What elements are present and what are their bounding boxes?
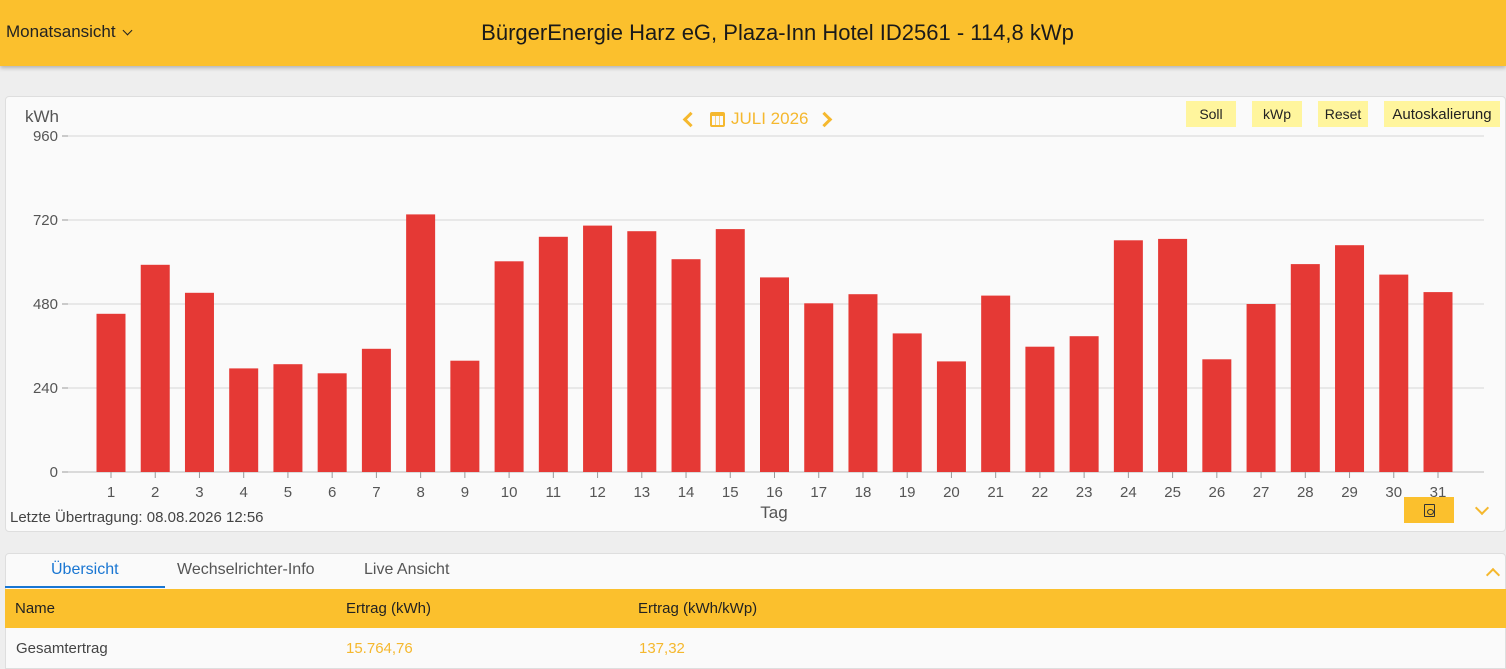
table-cell-name: Gesamtertrag xyxy=(16,640,108,657)
x-tick-label: 19 xyxy=(899,484,916,501)
pdf-icon xyxy=(1423,503,1435,517)
table-cell-ertrag-spez: 137,32 xyxy=(639,640,685,657)
month-label[interactable]: JULI 2026 xyxy=(731,109,809,128)
bar-day-10[interactable] xyxy=(494,261,524,472)
tab-uebersicht[interactable]: Übersicht xyxy=(51,561,119,578)
x-tick-label: 17 xyxy=(810,484,827,501)
y-tick-label: 960 xyxy=(33,128,58,145)
bar-day-12[interactable] xyxy=(583,225,613,472)
x-tick-label: 13 xyxy=(633,484,650,501)
bar-day-19[interactable] xyxy=(892,333,922,472)
active-tab-indicator xyxy=(5,586,165,588)
x-tick-label: 16 xyxy=(766,484,783,501)
x-tick-label: 14 xyxy=(678,484,695,501)
kwp-button[interactable]: kWp xyxy=(1252,101,1302,127)
x-tick-label: 27 xyxy=(1253,484,1270,501)
x-tick-label: 10 xyxy=(501,484,518,501)
y-tick-label: 240 xyxy=(33,380,58,397)
x-tick-label: 31 xyxy=(1430,484,1447,501)
page-title: BürgerEnergie Harz eG, Plaza-Inn Hotel I… xyxy=(481,20,1074,45)
bar-day-15[interactable] xyxy=(715,229,745,472)
x-tick-label: 23 xyxy=(1076,484,1093,501)
x-tick-label: 29 xyxy=(1341,484,1358,501)
bar-day-14[interactable] xyxy=(671,259,701,472)
x-tick-label: 20 xyxy=(943,484,960,501)
bar-day-28[interactable] xyxy=(1290,264,1320,472)
column-header-ertrag: Ertrag (kWh) xyxy=(346,600,432,617)
bar-day-13[interactable] xyxy=(627,231,657,472)
view-select-label: Monatsansicht xyxy=(6,22,116,41)
bar-day-27[interactable] xyxy=(1246,304,1276,472)
x-tick-label: 2 xyxy=(151,484,159,501)
x-tick-label: 3 xyxy=(195,484,203,501)
bar-day-16[interactable] xyxy=(760,277,789,472)
bar-day-26[interactable] xyxy=(1202,359,1232,472)
bar-day-2[interactable] xyxy=(140,264,170,472)
x-tick-label: 1 xyxy=(107,484,115,501)
bar-day-8[interactable] xyxy=(406,214,436,472)
calendar-icon xyxy=(710,111,725,127)
x-tick-label: 22 xyxy=(1032,484,1049,501)
x-tick-label: 8 xyxy=(416,484,424,501)
x-tick-label: 5 xyxy=(284,484,292,501)
y-tick-label: 720 xyxy=(33,212,58,229)
bar-day-21[interactable] xyxy=(981,295,1011,472)
bar-day-20[interactable] xyxy=(936,361,966,472)
x-tick-label: 18 xyxy=(855,484,872,501)
x-tick-label: 11 xyxy=(546,484,562,501)
x-tick-label: 12 xyxy=(589,484,606,501)
bar-day-23[interactable] xyxy=(1069,336,1099,472)
reset-button[interactable]: Reset xyxy=(1318,101,1368,127)
tab-live-ansicht[interactable]: Live Ansicht xyxy=(364,561,450,578)
last-transfer-text: Letzte Übertragung: 08.08.2026 12:56 xyxy=(10,509,264,526)
y-tick-label: 480 xyxy=(33,296,58,313)
bar-day-9[interactable] xyxy=(450,360,480,472)
x-tick-label: 15 xyxy=(722,484,739,501)
x-tick-label: 9 xyxy=(461,484,469,501)
pdf-export-button[interactable] xyxy=(1404,497,1454,523)
x-tick-label: 7 xyxy=(372,484,380,501)
y-tick-label: 0 xyxy=(50,464,58,481)
x-tick-label: 4 xyxy=(240,484,248,501)
table-cell-ertrag: 15.764,76 xyxy=(346,640,413,657)
bar-day-4[interactable] xyxy=(229,368,259,472)
x-tick-label: 30 xyxy=(1385,484,1402,501)
bar-day-7[interactable] xyxy=(361,348,391,472)
bar-day-11[interactable] xyxy=(538,236,568,472)
y-axis-label: kWh xyxy=(25,107,59,126)
bar-day-22[interactable] xyxy=(1025,346,1055,472)
x-axis-ticks: 1 2 3 4 5 6 7 8 9 10 11 12 13 14 15 16 17 18 19 20 21 22 23 24 2… xyxy=(107,472,1447,501)
bar-day-18[interactable] xyxy=(848,294,878,472)
x-tick-label: 6 xyxy=(328,484,336,501)
x-tick-label: 25 xyxy=(1164,484,1181,501)
x-axis-label: Tag xyxy=(760,503,787,522)
bar-day-1[interactable] xyxy=(96,313,126,472)
bar-day-29[interactable] xyxy=(1335,245,1365,472)
x-tick-label: 28 xyxy=(1297,484,1314,501)
x-tick-label: 24 xyxy=(1120,484,1137,501)
column-header-ertrag-spez: Ertrag (kWh/kWp) xyxy=(638,600,758,617)
bar-day-17[interactable] xyxy=(804,303,834,472)
header-bar: Monatsansicht BürgerEnergie Harz eG, Pla… xyxy=(0,0,1506,66)
x-tick-label: 26 xyxy=(1208,484,1225,501)
tab-wechselrichter-info[interactable]: Wechselrichter-Info xyxy=(177,561,315,578)
bar-day-5[interactable] xyxy=(273,364,303,472)
chart-bars xyxy=(96,214,1453,472)
bar-day-31[interactable] xyxy=(1423,292,1453,472)
bar-day-25[interactable] xyxy=(1158,238,1188,472)
bar-day-24[interactable] xyxy=(1113,240,1143,472)
table-header xyxy=(5,589,1506,628)
soll-button[interactable]: Soll xyxy=(1186,101,1236,127)
column-header-name: Name xyxy=(15,600,56,617)
autoscale-button[interactable]: Autoskalierung xyxy=(1384,101,1500,127)
bar-day-3[interactable] xyxy=(184,292,214,472)
bar-day-30[interactable] xyxy=(1379,274,1409,472)
bar-day-6[interactable] xyxy=(317,373,347,472)
month-navigator: JULI 2026 xyxy=(680,109,832,129)
view-select-dropdown[interactable]: Monatsansicht xyxy=(6,22,133,42)
x-tick-label: 21 xyxy=(987,484,1004,501)
